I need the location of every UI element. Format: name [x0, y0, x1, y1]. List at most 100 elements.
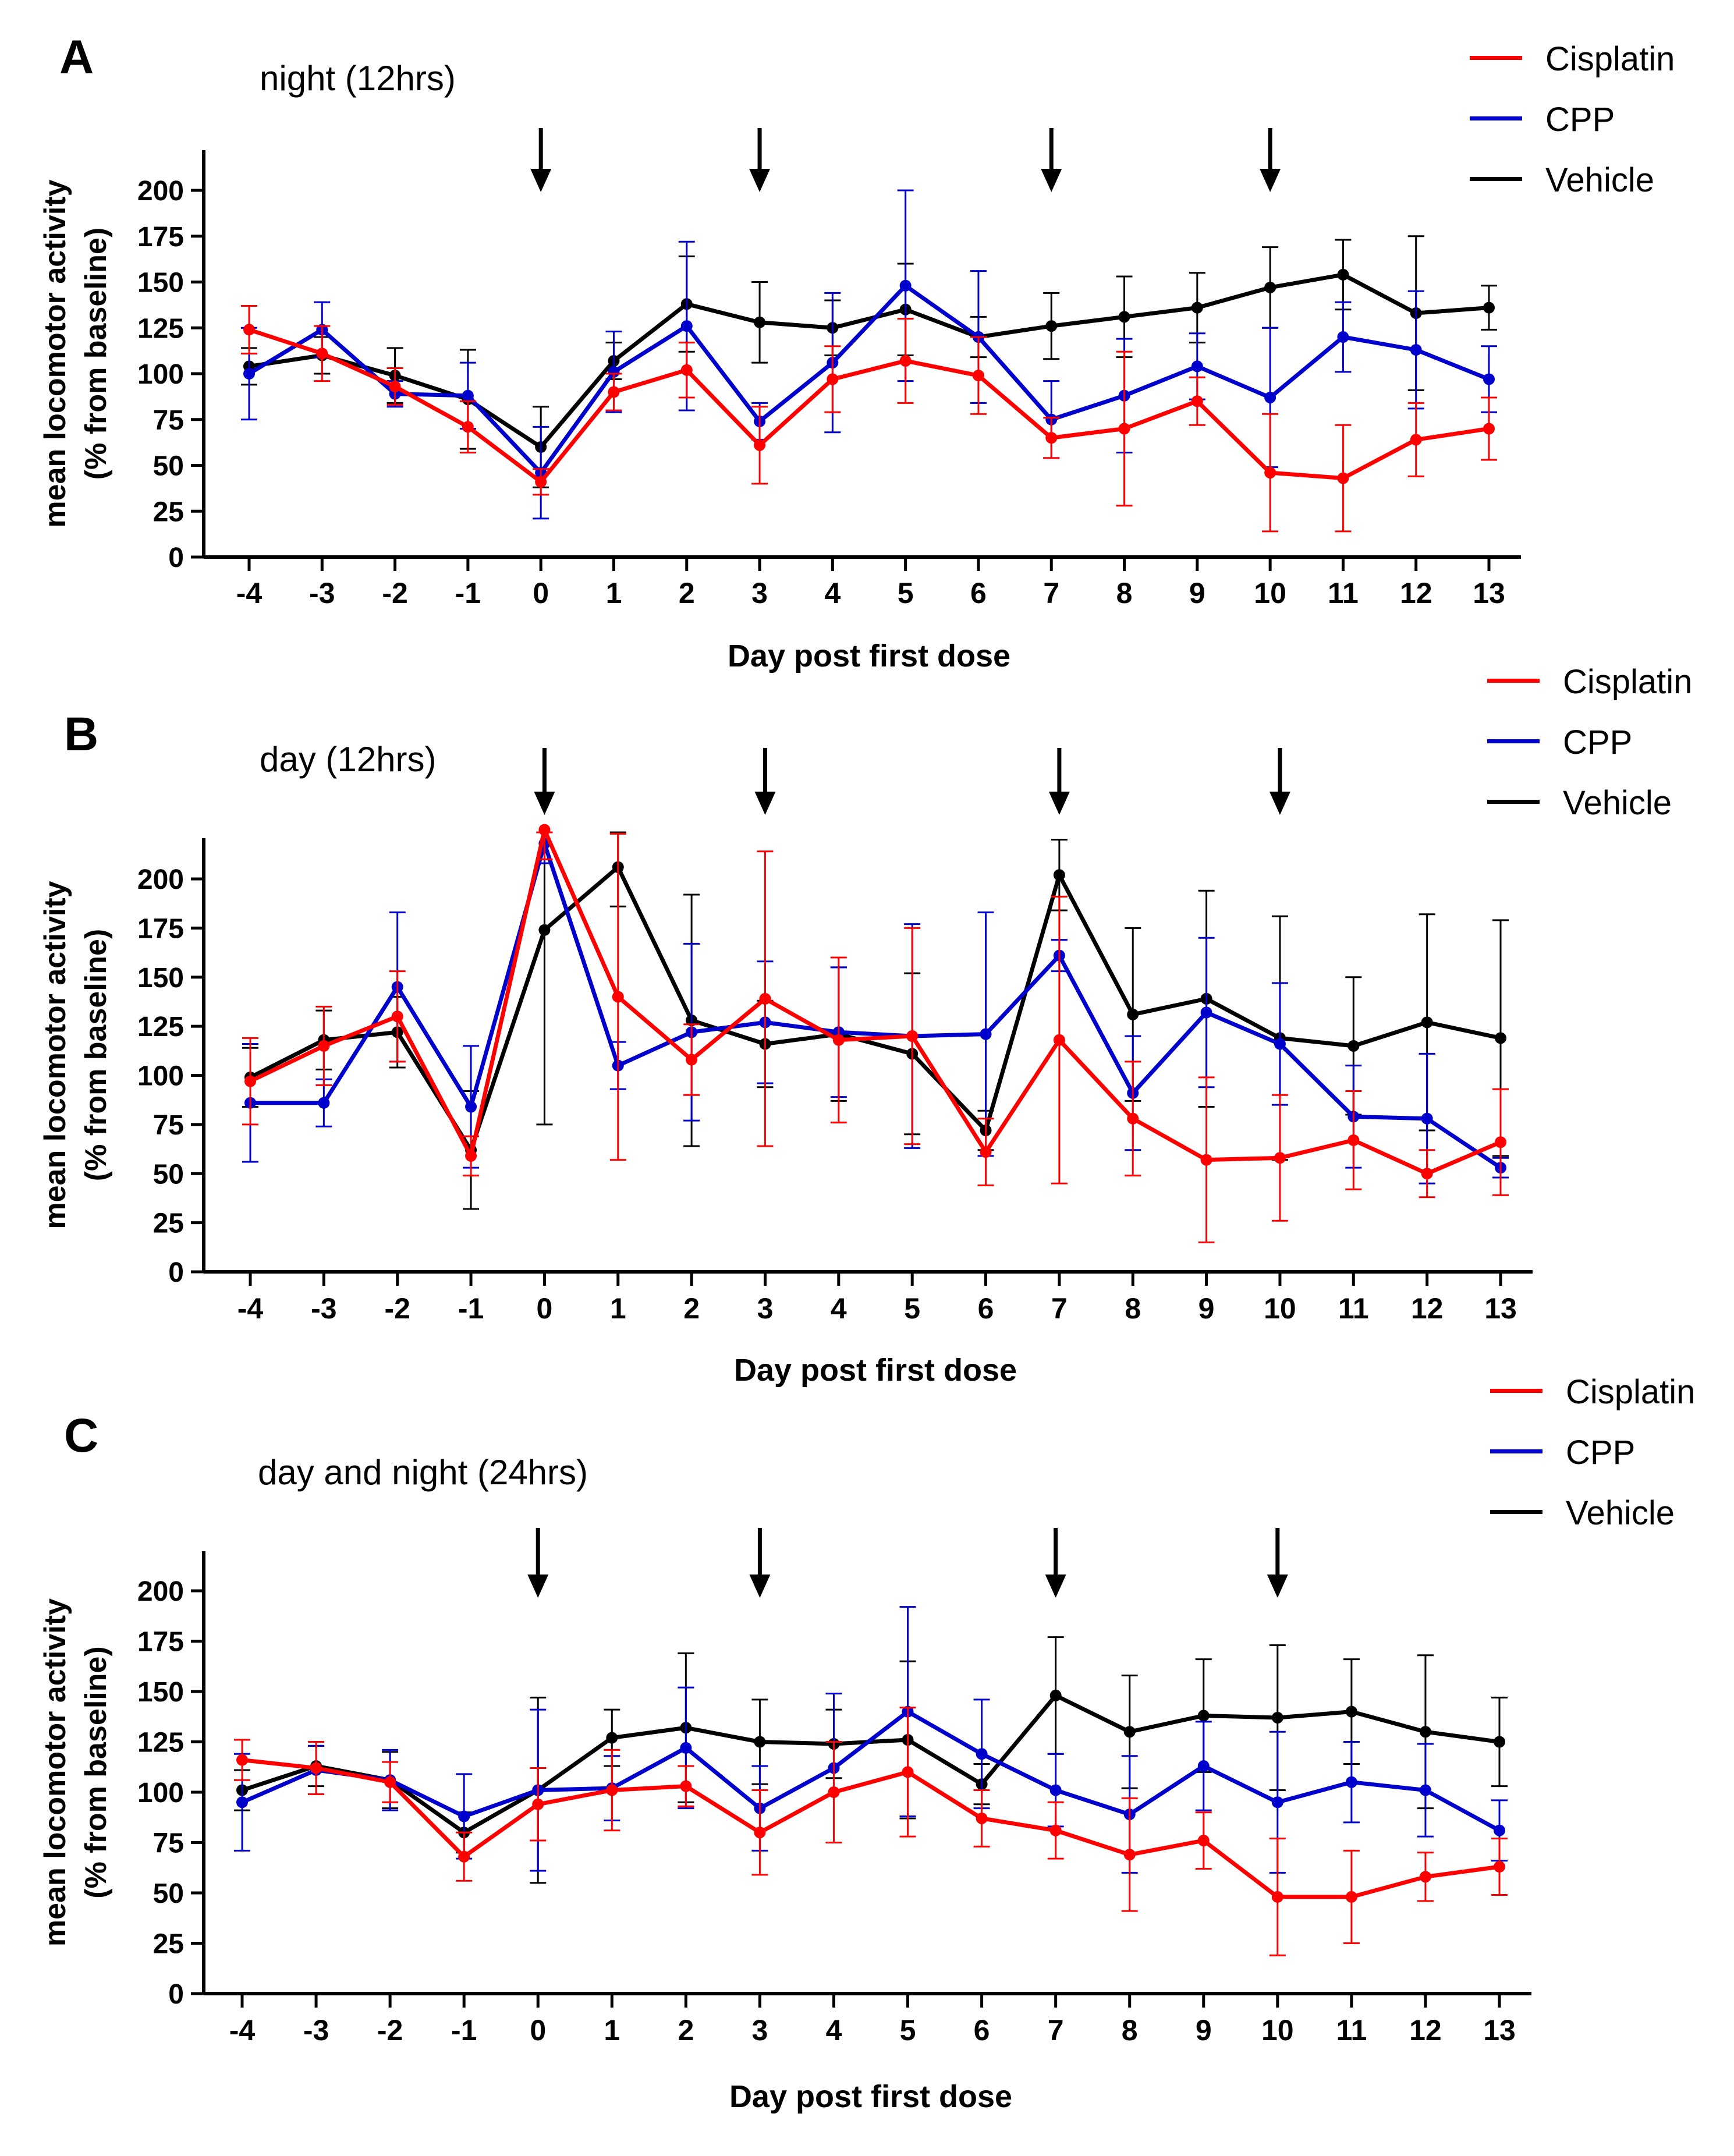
series-cpp — [242, 831, 1509, 1185]
x-tick-label: 12 — [1400, 577, 1432, 609]
data-point — [608, 366, 620, 378]
data-point — [236, 1796, 248, 1809]
y-tick-label: 175 — [137, 222, 184, 253]
y-tick-label: 125 — [137, 313, 184, 344]
y-tick-label: 0 — [168, 542, 184, 573]
data-point — [462, 389, 474, 402]
x-tick-label: -2 — [382, 577, 407, 609]
x-tick-label: 7 — [1051, 1292, 1068, 1325]
x-tick-label: 6 — [978, 1292, 994, 1325]
data-point — [538, 824, 551, 836]
legend-swatch-cpp — [1490, 1449, 1542, 1453]
x-tick-label: 2 — [678, 2014, 694, 2047]
x-axis-title: Day post first dose — [729, 2079, 1012, 2114]
legend-swatch-cisplatin — [1470, 56, 1522, 60]
x-tick-label: 5 — [898, 577, 914, 609]
condition-title-a: night (12hrs) — [260, 59, 456, 98]
legend-swatch-cisplatin — [1487, 679, 1540, 683]
x-tick-label: 9 — [1196, 2014, 1212, 2047]
data-point — [1045, 320, 1058, 332]
data-point — [686, 1054, 698, 1066]
legend-label-vehicle: Vehicle — [1566, 1494, 1675, 1532]
x-tick-label: 0 — [533, 577, 549, 609]
x-tick-label: -1 — [455, 577, 481, 609]
x-tick-label: 5 — [904, 1292, 920, 1325]
dose-arrow-icon — [530, 128, 552, 192]
data-point — [310, 1762, 322, 1774]
data-point — [1421, 1016, 1433, 1029]
data-point — [1049, 1824, 1062, 1836]
x-axis-title: Day post first dose — [728, 639, 1010, 673]
data-point — [759, 992, 771, 1005]
y-tick-label: 150 — [137, 1677, 184, 1708]
legend-swatch-vehicle — [1487, 800, 1540, 804]
x-tick-label: -4 — [237, 1292, 264, 1325]
data-point — [316, 347, 328, 360]
data-point — [1053, 1034, 1065, 1046]
data-point — [754, 439, 766, 451]
panel-letter-b: B — [64, 708, 99, 761]
y-tick-label: 50 — [153, 451, 184, 482]
y-tick-label: 25 — [153, 1929, 184, 1960]
panel-a: 0 25 50 75 100 125 150 175 200 -4 -3 -2 -1 0 1 2 3 4 5 6 7 8 9… — [0, 0, 1734, 698]
x-tick-label: -3 — [311, 1292, 336, 1325]
y-tick-label: 50 — [153, 1878, 184, 1909]
y-tick-label: 25 — [153, 497, 184, 527]
data-point — [1337, 268, 1349, 281]
data-point — [1483, 423, 1495, 435]
data-point — [1271, 1711, 1283, 1724]
data-point — [1049, 1689, 1062, 1701]
data-point — [1494, 1861, 1505, 1873]
data-point — [1271, 1796, 1283, 1809]
x-tick-label: 9 — [1198, 1292, 1215, 1325]
x-tick-label: 0 — [530, 2014, 546, 2047]
series-cpp — [234, 1606, 1508, 1874]
y-tick-label: 100 — [137, 1778, 184, 1809]
series-line — [248, 283, 1490, 475]
data-point — [608, 386, 620, 398]
data-point — [236, 1754, 248, 1766]
dose-arrow-icon — [527, 1528, 549, 1598]
series-line — [248, 328, 1490, 484]
x-tick-label: 6 — [970, 577, 987, 609]
x-tick-label: 13 — [1484, 1292, 1517, 1325]
data-point — [1348, 1134, 1360, 1146]
data-point — [1264, 281, 1276, 293]
y-tick-label: 150 — [137, 963, 184, 994]
data-point — [976, 1812, 988, 1824]
x-tick-label: -3 — [303, 2014, 329, 2047]
legend-swatch-vehicle — [1470, 177, 1522, 181]
data-point — [1274, 1152, 1286, 1164]
x-tick-label: 13 — [1483, 2014, 1516, 2047]
series-cisplatin — [241, 304, 1497, 533]
y-tick-label: 100 — [137, 1061, 184, 1092]
data-point — [1191, 395, 1203, 407]
y-tick-label: 25 — [153, 1208, 184, 1239]
series-line — [250, 841, 1502, 1170]
data-point — [1494, 1824, 1505, 1836]
data-point — [1118, 423, 1130, 435]
x-tick-label: 10 — [1264, 1292, 1296, 1325]
series-cpp — [241, 189, 1497, 520]
x-tick-label: -4 — [229, 2014, 256, 2047]
x-tick-label: 13 — [1473, 577, 1505, 609]
legend-item-cisplatin: Cisplatin — [1470, 29, 1734, 90]
y-tick-label: 75 — [153, 1110, 184, 1141]
dose-arrow-icon — [1260, 128, 1281, 192]
x-tick-label: 4 — [831, 1292, 847, 1325]
data-point — [1419, 1871, 1431, 1883]
y-tick-label: 125 — [137, 1012, 184, 1042]
data-point — [1345, 1705, 1357, 1718]
data-point — [465, 1150, 477, 1162]
data-point — [1421, 1112, 1433, 1125]
x-tick-label: 8 — [1122, 2014, 1138, 2047]
x-tick-label: 8 — [1116, 577, 1133, 609]
x-tick-label: 11 — [1336, 2014, 1367, 2047]
x-tick-label: 4 — [824, 577, 841, 609]
x-axis-title: Day post first dose — [734, 1353, 1017, 1388]
series-line — [249, 272, 1490, 449]
data-point — [318, 1097, 330, 1109]
y-tick-label: 175 — [137, 913, 184, 944]
